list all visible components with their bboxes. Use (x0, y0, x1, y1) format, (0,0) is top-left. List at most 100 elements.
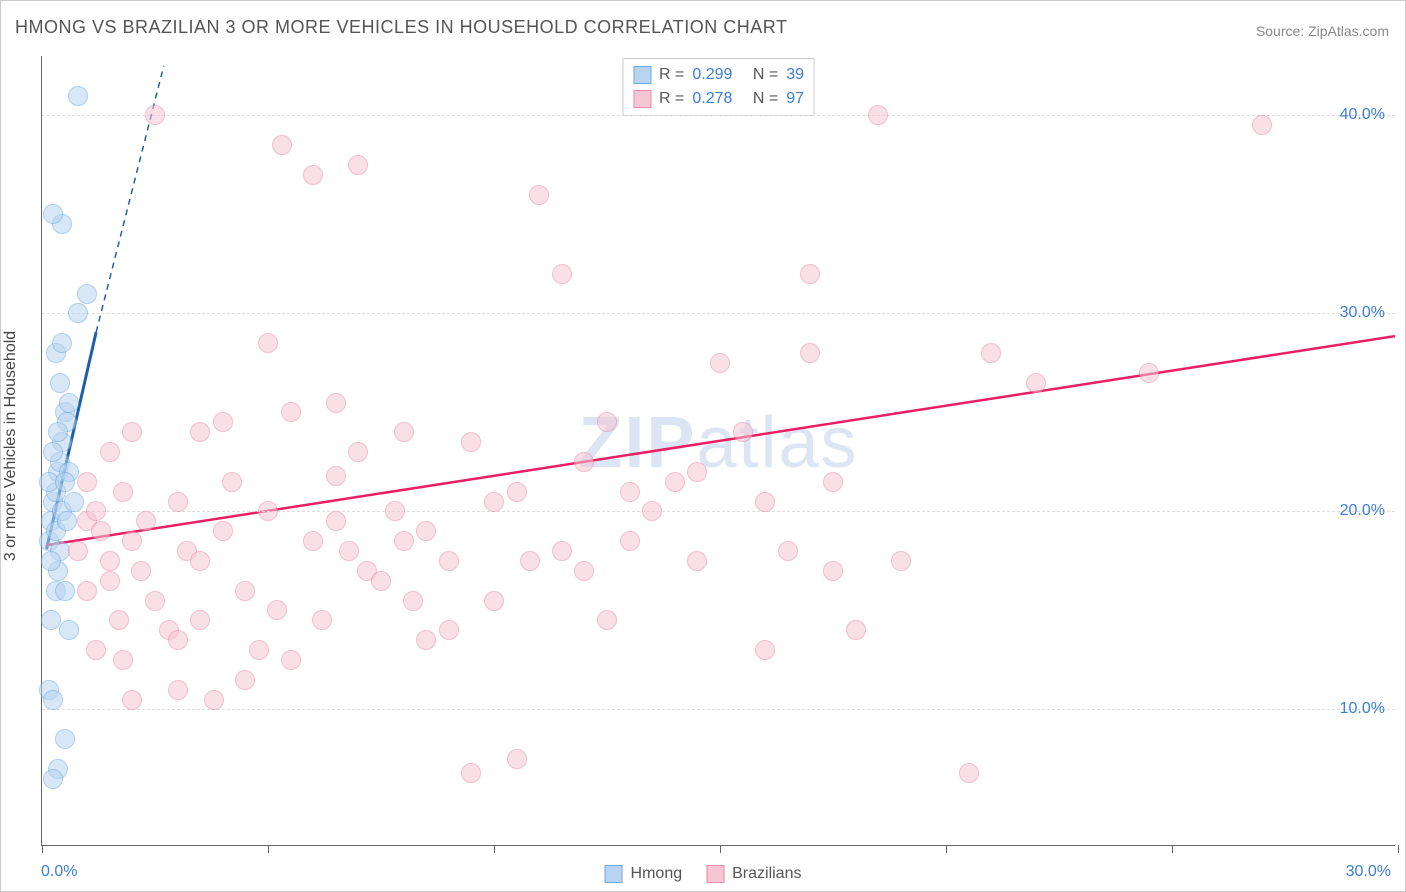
gridline (42, 709, 1395, 710)
brazilian-point (204, 690, 224, 710)
brazilian-point (823, 472, 843, 492)
brazilian-point (100, 551, 120, 571)
brazilian-point (249, 640, 269, 660)
hmong-point (59, 620, 79, 640)
r-label: R = (659, 63, 684, 87)
brazilian-point (281, 402, 301, 422)
brazilian-point (326, 466, 346, 486)
hmong-point (43, 690, 63, 710)
hmong-point (68, 303, 88, 323)
x-tick (42, 845, 43, 853)
x-tick-max: 30.0% (1346, 863, 1391, 881)
hmong-point (68, 86, 88, 106)
brazilian-n-value: 97 (786, 87, 804, 111)
brazilian-point (86, 640, 106, 660)
x-tick (268, 845, 269, 853)
brazilian-point (846, 620, 866, 640)
brazilian-point (687, 462, 707, 482)
brazilian-point (131, 561, 151, 581)
y-tick-label: 20.0% (1340, 502, 1385, 520)
brazilian-point (348, 442, 368, 462)
brazilian-point (1252, 115, 1272, 135)
hmong-n-value: 39 (786, 63, 804, 87)
brazilian-point (91, 521, 111, 541)
trend-lines (42, 56, 1395, 845)
watermark: ZIPatlas (578, 401, 858, 483)
legend-item-hmong: Hmong (605, 865, 683, 883)
brazilian-point (461, 763, 481, 783)
brazilian-point (213, 412, 233, 432)
brazilian-point (416, 630, 436, 650)
chart-container: HMONG VS BRAZILIAN 3 OR MORE VEHICLES IN… (0, 0, 1406, 892)
brazilian-point (122, 531, 142, 551)
x-tick (1398, 845, 1399, 853)
y-tick-label: 30.0% (1340, 304, 1385, 322)
brazilian-point (642, 501, 662, 521)
hmong-point (41, 610, 61, 630)
brazilian-point (823, 561, 843, 581)
brazilian-point (371, 571, 391, 591)
brazilian-point (552, 541, 572, 561)
brazilian-point (597, 412, 617, 432)
brazilian-point (959, 763, 979, 783)
brazilian-point (1139, 363, 1159, 383)
hmong-swatch (633, 66, 651, 84)
brazilian-point (100, 571, 120, 591)
brazilian-point (122, 690, 142, 710)
brazilian-swatch (633, 90, 651, 108)
legend-item-brazilian: Brazilians (706, 865, 801, 883)
hmong-point (55, 581, 75, 601)
hmong-point (43, 442, 63, 462)
brazilian-point (687, 551, 707, 571)
brazilian-point (1026, 373, 1046, 393)
brazilian-point (710, 353, 730, 373)
stats-legend: R = 0.299 N = 39 R = 0.278 N = 97 (622, 58, 815, 116)
legend-label-hmong: Hmong (631, 865, 683, 883)
brazilian-point (574, 561, 594, 581)
brazilian-point (281, 650, 301, 670)
brazilian-point (190, 610, 210, 630)
n-label: N = (753, 87, 778, 111)
brazilian-point (77, 472, 97, 492)
brazilian-point (258, 501, 278, 521)
hmong-point (41, 551, 61, 571)
brazilian-point (68, 541, 88, 561)
brazilian-point (529, 185, 549, 205)
brazilian-point (339, 541, 359, 561)
hmong-point (52, 333, 72, 353)
brazilian-point (981, 343, 1001, 363)
x-tick (1172, 845, 1173, 853)
brazilian-point (461, 432, 481, 452)
stats-row-brazilian: R = 0.278 N = 97 (633, 87, 804, 111)
brazilian-point (597, 610, 617, 630)
gridline (42, 115, 1395, 116)
brazilian-point (439, 551, 459, 571)
brazilian-point (136, 511, 156, 531)
source-attribution: Source: ZipAtlas.com (1256, 23, 1389, 39)
brazilian-point (891, 551, 911, 571)
hmong-point (57, 511, 77, 531)
brazilian-point (484, 591, 504, 611)
x-tick (720, 845, 721, 853)
brazilian-point (507, 749, 527, 769)
brazilian-point (800, 264, 820, 284)
gridline (42, 313, 1395, 314)
x-tick (946, 845, 947, 853)
gridline (42, 511, 1395, 512)
brazilian-point (312, 610, 332, 630)
brazilian-point (258, 333, 278, 353)
chart-title: HMONG VS BRAZILIAN 3 OR MORE VEHICLES IN… (15, 17, 787, 38)
hmong-point (64, 492, 84, 512)
hmong-point (77, 284, 97, 304)
y-tick-label: 10.0% (1340, 700, 1385, 718)
brazilian-point (168, 680, 188, 700)
brazilian-point (190, 551, 210, 571)
brazilian-point (168, 492, 188, 512)
plot-area: ZIPatlas R = 0.299 N = 39 R = 0.278 N = … (41, 56, 1395, 846)
brazilian-point (113, 650, 133, 670)
brazilian-point (213, 521, 233, 541)
hmong-point (43, 769, 63, 789)
brazilian-point (394, 422, 414, 442)
brazilian-point (800, 343, 820, 363)
brazilian-point (520, 551, 540, 571)
